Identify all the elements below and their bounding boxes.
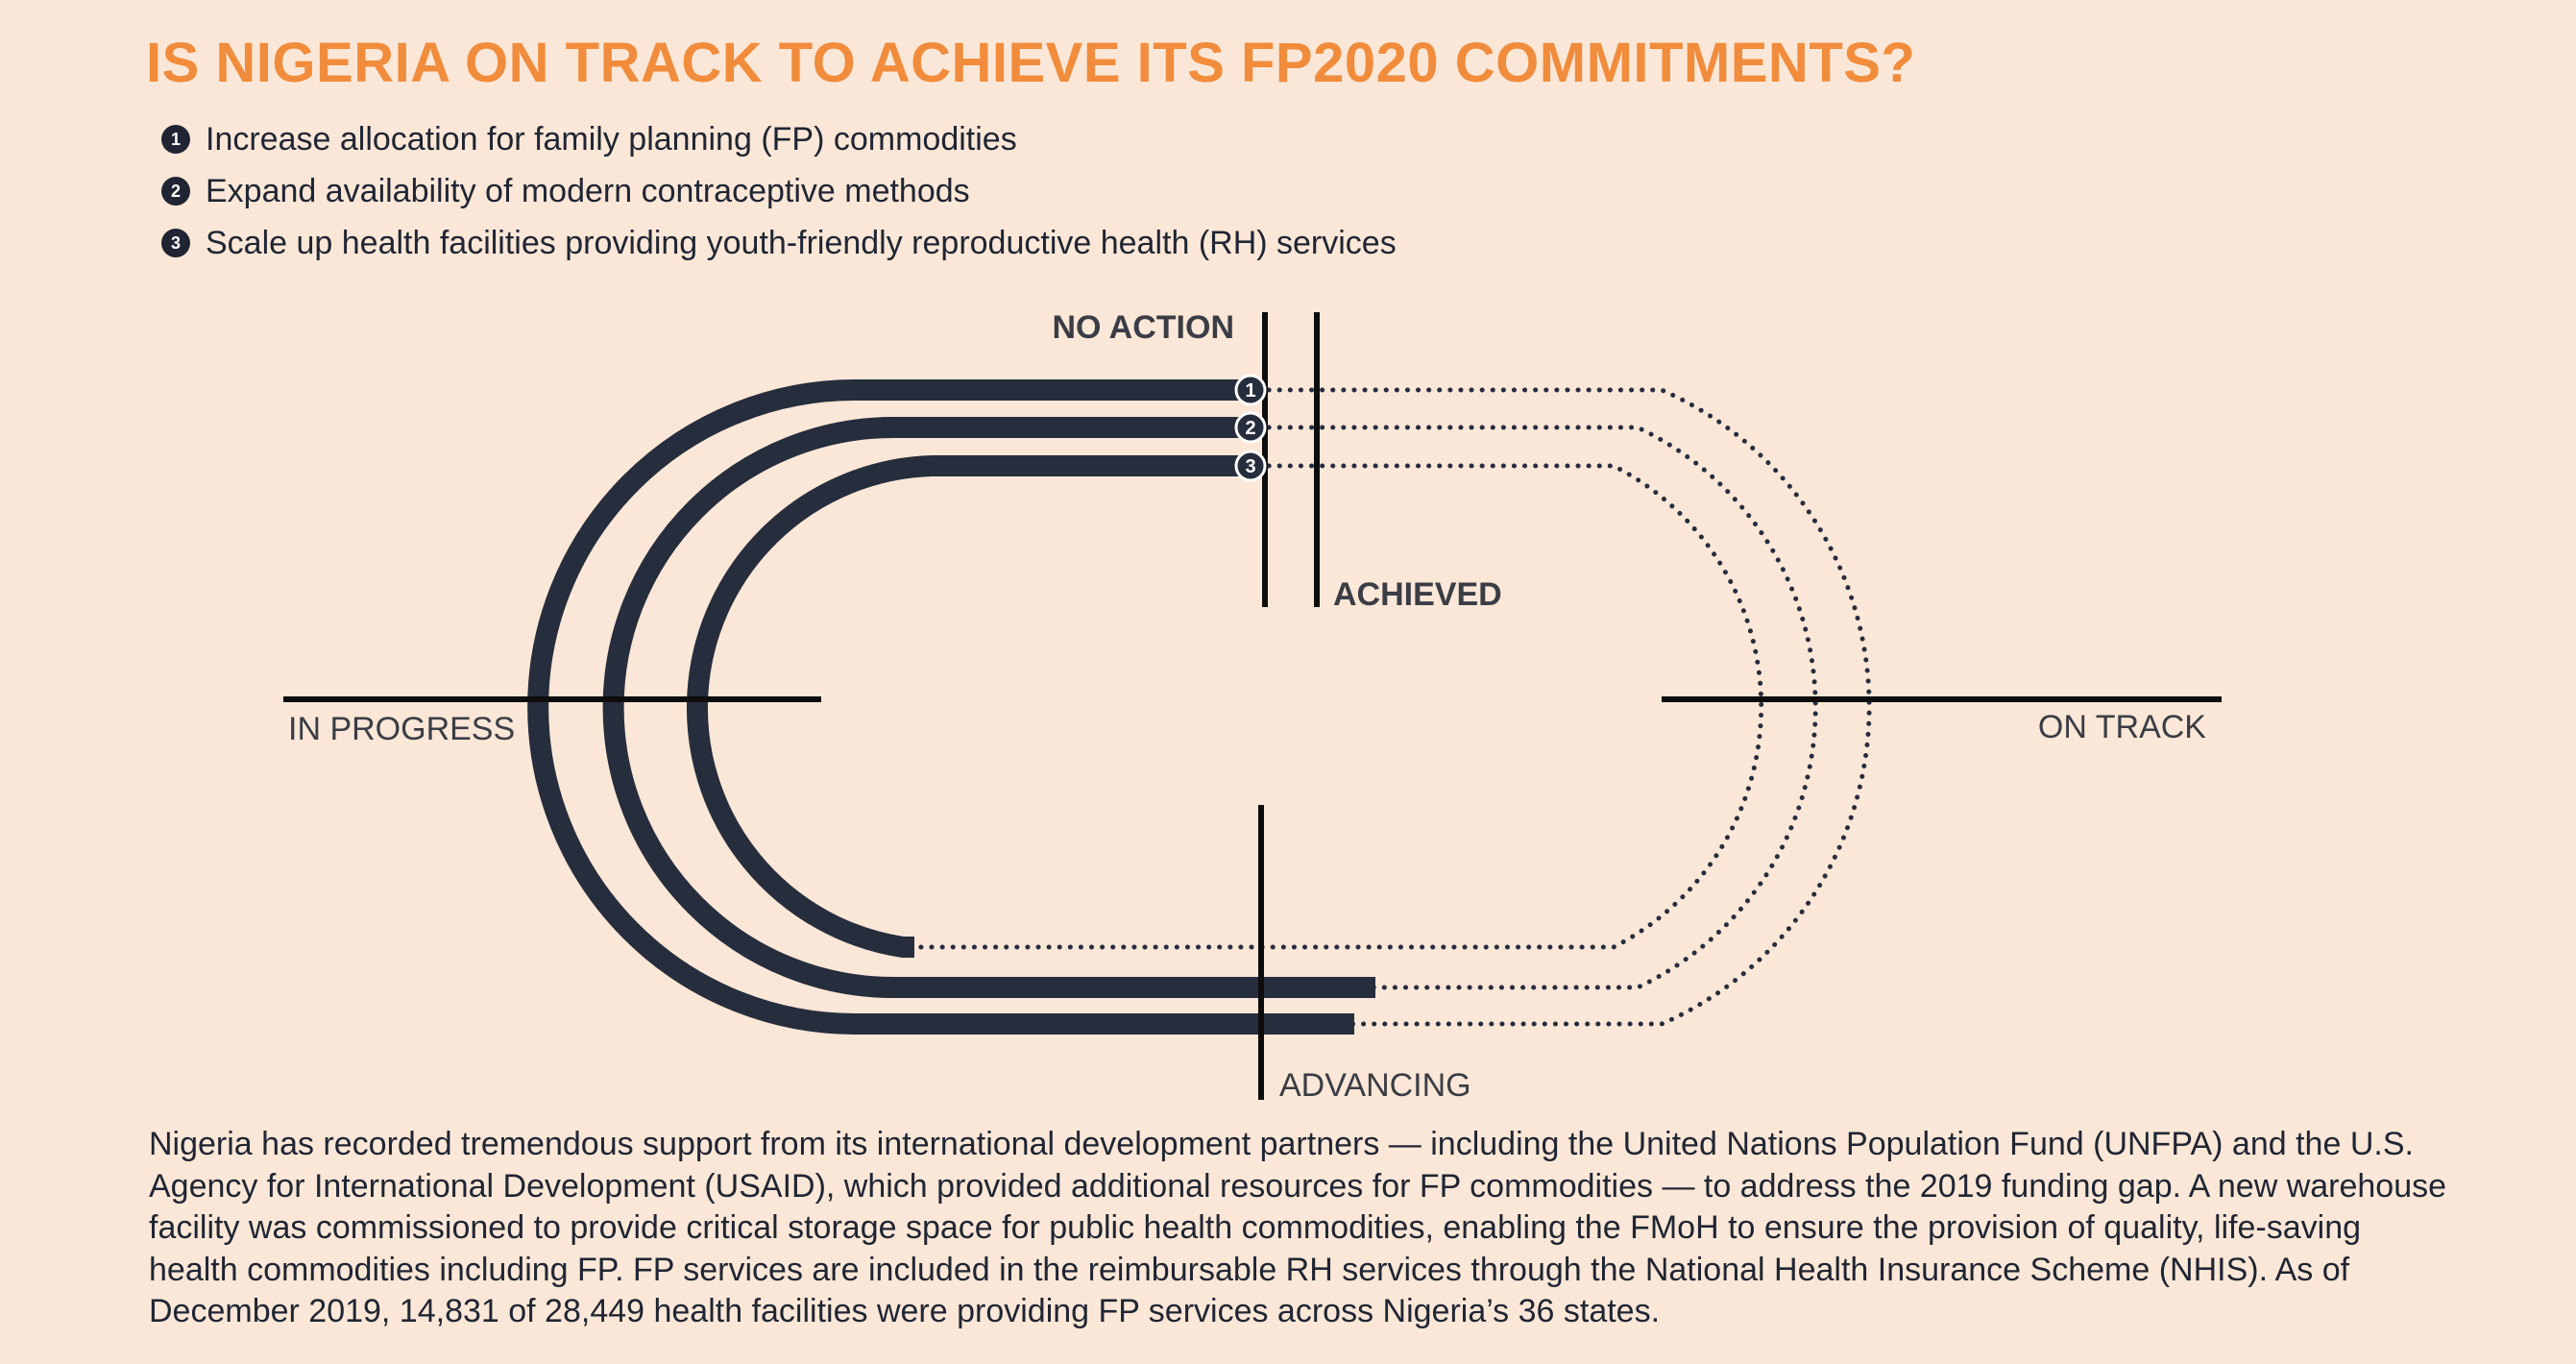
- advancing-label: ADVANCING: [1279, 1067, 1471, 1104]
- lane-1-remaining-path: [1255, 387, 1872, 1027]
- commitment-text: Increase allocation for family planning …: [206, 120, 1017, 158]
- race-track-diagram: 1 2 3 NO ACTION ACHIEVED IN PROGRESS ON …: [283, 309, 2222, 1104]
- commitment-item-1: 1 Increase allocation for family plannin…: [161, 113, 1397, 165]
- lane-2-number: 2: [1245, 418, 1255, 439]
- commitment-text: Expand availability of modern contracept…: [206, 172, 970, 209]
- in-progress-label: IN PROGRESS: [288, 711, 515, 747]
- lane-3-progress-track: [686, 455, 1249, 958]
- number-1-badge: 1: [161, 125, 190, 154]
- commitment-text: Scale up health facilities providing you…: [206, 224, 1397, 261]
- lane-3-number: 3: [1245, 456, 1255, 477]
- lane-1-number: 1: [1245, 380, 1255, 402]
- lane-3-marker: 3: [1234, 450, 1267, 482]
- commitment-item-2: 2 Expand availability of modern contrace…: [161, 165, 1397, 217]
- summary-paragraph: Nigeria has recorded tremendous support …: [149, 1126, 2447, 1329]
- lane-1-marker: 1: [1234, 374, 1267, 406]
- commitments-list: 1 Increase allocation for family plannin…: [161, 113, 1397, 269]
- number-2-badge: 2: [161, 177, 190, 206]
- commitment-item-3: 3 Scale up health facilities providing y…: [161, 217, 1397, 269]
- lane-2-progress-track: [602, 417, 1375, 998]
- lane-1-progress-track: [527, 379, 1354, 1035]
- lane-2-remaining-path: [1255, 425, 1818, 990]
- lane-3-remaining-path: [910, 463, 1764, 950]
- no-action-label: NO ACTION: [1052, 309, 1234, 346]
- lane-2-marker: 2: [1234, 411, 1267, 444]
- achieved-label: ACHIEVED: [1333, 576, 1502, 613]
- on-track-label: ON TRACK: [2038, 709, 2206, 745]
- number-3-badge: 3: [161, 229, 190, 257]
- page-title: IS NIGERIA ON TRACK TO ACHIEVE ITS FP202…: [146, 32, 1916, 94]
